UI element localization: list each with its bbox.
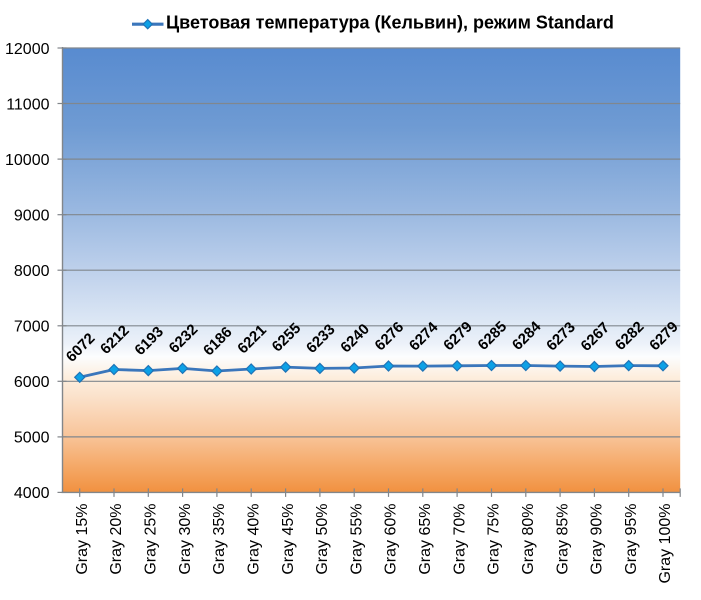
svg-text:11000: 11000 (6, 96, 49, 113)
svg-text:12000: 12000 (5, 41, 50, 58)
svg-text:Цветовая температура (Кельвин): Цветовая температура (Кельвин), режим St… (166, 12, 614, 32)
svg-text:Gray 35%: Gray 35% (211, 504, 228, 575)
svg-text:4000: 4000 (14, 485, 50, 502)
svg-text:Gray 55%: Gray 55% (348, 504, 365, 575)
svg-text:Gray 30%: Gray 30% (177, 504, 194, 575)
svg-text:Gray 70%: Gray 70% (451, 503, 468, 574)
svg-text:Gray 95%: Gray 95% (623, 504, 640, 575)
svg-text:Gray 75%: Gray 75% (486, 504, 503, 575)
svg-text:Gray 45%: Gray 45% (280, 504, 297, 575)
svg-text:Gray 100%: Gray 100% (657, 504, 674, 584)
svg-text:Gray 15%: Gray 15% (74, 504, 91, 575)
svg-text:9000: 9000 (14, 207, 50, 224)
svg-text:Gray 25%: Gray 25% (143, 504, 160, 575)
svg-text:7000: 7000 (14, 319, 50, 336)
svg-text:Gray 50%: Gray 50% (314, 504, 331, 575)
svg-text:Gray 80%: Gray 80% (520, 504, 537, 575)
svg-text:Gray 90%: Gray 90% (589, 504, 606, 575)
svg-text:8000: 8000 (14, 263, 50, 280)
svg-text:Gray 40%: Gray 40% (245, 504, 262, 575)
svg-text:6000: 6000 (14, 374, 50, 391)
svg-text:Gray 85%: Gray 85% (554, 504, 571, 575)
svg-text:Gray 20%: Gray 20% (108, 504, 125, 575)
svg-text:Gray 60%: Gray 60% (383, 504, 400, 575)
svg-text:5000: 5000 (14, 430, 50, 447)
svg-text:Gray 65%: Gray 65% (417, 504, 434, 575)
svg-text:10000: 10000 (5, 152, 50, 169)
